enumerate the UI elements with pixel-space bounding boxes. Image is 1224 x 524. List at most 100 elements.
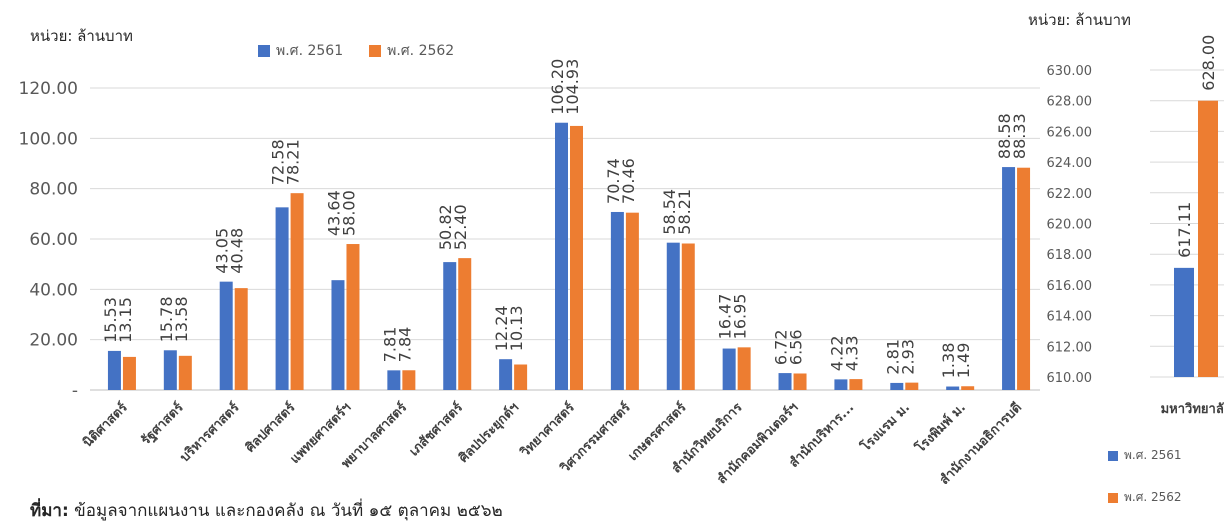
bar <box>610 211 624 390</box>
bar <box>778 373 792 390</box>
y-tick-label: 80.00 <box>29 180 78 200</box>
bar <box>107 350 121 390</box>
data-label: 58.00 <box>339 190 358 236</box>
x-tick-label: วิทยาศาสตร์ <box>517 400 578 461</box>
data-label: 628.00 <box>1199 35 1218 91</box>
y-tick-label: 626.00 <box>1047 125 1093 140</box>
data-label: 70.46 <box>619 158 638 204</box>
side-chart-svg: 610.00 612.00 614.00 616.00 618.00 620.00 622.… <box>1047 35 1224 417</box>
source-text: ข้อมูลจากแผนงาน และกองคลัง ณ วันที่ ๑๕ ต… <box>68 501 503 521</box>
data-label: 106.20 <box>548 59 567 115</box>
bar <box>122 356 136 390</box>
y-tick-label: - <box>72 381 78 401</box>
data-label: 43.05 <box>213 228 232 274</box>
data-label: 58.54 <box>660 189 679 235</box>
legend-side-label-2561: พ.ศ. 2561 <box>1124 448 1182 462</box>
bar <box>402 370 416 390</box>
data-label: 50.82 <box>436 204 455 250</box>
x-tick-label: ศิลปศาสตร์ <box>242 400 298 456</box>
legend-label-2561: พ.ศ. 2561 <box>276 43 344 59</box>
data-label: 7.81 <box>380 327 399 363</box>
bar <box>1017 167 1031 390</box>
legend-main: พ.ศ. 2561 พ.ศ. 2562 <box>258 40 454 62</box>
bar <box>234 288 248 390</box>
y-tick-label: 20.00 <box>29 331 78 351</box>
bar <box>737 347 751 390</box>
data-label: 15.53 <box>101 297 120 343</box>
y-tick-label: 614.00 <box>1047 310 1093 325</box>
unit-label-main: หน่วย: ล้านบาท <box>30 27 133 45</box>
x-tick-label: บริหารศาสตร์ <box>177 400 243 466</box>
data-label: 72.58 <box>269 139 288 185</box>
bar <box>178 355 192 390</box>
data-label: 13.58 <box>172 296 191 342</box>
data-label: 43.64 <box>324 190 343 236</box>
bar <box>834 379 848 390</box>
bar <box>1174 267 1194 377</box>
main-chart-svg: -20.0040.0060.0080.00100.00120.0015.5313… <box>19 59 1040 488</box>
bar <box>555 122 568 390</box>
legend-side-2562: พ.ศ. 2562 <box>1108 488 1182 507</box>
x-tick-label: มหาวิทยาลัย <box>1161 402 1224 417</box>
data-label: 10.13 <box>507 305 526 351</box>
bar <box>514 364 528 390</box>
data-label: 16.47 <box>716 294 735 340</box>
y-tick-label: 620.00 <box>1047 218 1093 233</box>
data-label: 1.49 <box>954 343 973 379</box>
bar <box>290 193 304 390</box>
data-label: 6.72 <box>772 329 791 365</box>
bar <box>849 379 863 390</box>
data-label: 52.40 <box>451 204 470 250</box>
legend-side-2561: พ.ศ. 2561 <box>1108 446 1182 465</box>
legend-side-swatch-2561 <box>1108 450 1118 461</box>
x-tick-label: เภสัชศาสตร์ <box>406 400 466 460</box>
bar <box>275 207 289 390</box>
bar <box>570 125 583 390</box>
y-tick-label: 618.00 <box>1047 248 1093 263</box>
y-tick-label: 40.00 <box>29 280 78 300</box>
unit-label-side: หน่วย: ล้านบาท <box>1028 11 1131 29</box>
faculty-budget-chart: หน่วย: ล้านบาท พ.ศ. 2561 พ.ศ. 2562 - 20.0… <box>19 27 1040 488</box>
x-tick-label: โรงพิมพ์ ม. <box>911 399 969 457</box>
y-tick-label: 120.00 <box>19 79 78 99</box>
bar <box>666 242 680 390</box>
bar <box>905 382 919 390</box>
y-tick-label: 628.00 <box>1047 95 1093 110</box>
bar <box>346 244 360 390</box>
data-label: 1.38 <box>939 343 958 379</box>
legend-side-label-2562: พ.ศ. 2562 <box>1124 490 1182 504</box>
bar <box>961 386 975 390</box>
bar <box>1198 100 1218 377</box>
data-label: 104.93 <box>563 59 582 115</box>
legend-label-2562: พ.ศ. 2562 <box>387 43 455 59</box>
legend-swatch-2562 <box>369 45 382 57</box>
bar <box>458 258 472 390</box>
y-tick-label: 616.00 <box>1047 279 1093 294</box>
data-label: 6.56 <box>787 329 806 365</box>
y-tick-label: 612.00 <box>1047 340 1093 355</box>
data-label: 12.24 <box>492 305 511 351</box>
data-label: 4.33 <box>842 335 861 371</box>
x-tick-label: โรงแรม ม. <box>856 399 913 456</box>
bar <box>331 280 345 390</box>
bar <box>625 212 639 390</box>
bar <box>219 281 233 390</box>
y-tick-label: 622.00 <box>1047 187 1093 202</box>
data-label: 88.33 <box>1010 113 1029 159</box>
data-label: 2.81 <box>883 339 902 375</box>
data-label: 16.95 <box>731 294 750 340</box>
data-label: 88.58 <box>995 113 1014 159</box>
data-label: 58.21 <box>675 189 694 235</box>
bar <box>681 243 695 390</box>
data-label: 2.93 <box>898 339 917 375</box>
bar <box>443 262 457 390</box>
bar <box>499 359 513 390</box>
y-tick-label: 610.00 <box>1047 371 1093 386</box>
y-tick-label: 624.00 <box>1047 156 1093 171</box>
y-tick-label: 100.00 <box>19 129 78 149</box>
data-label: 7.84 <box>395 327 414 363</box>
data-label: 40.48 <box>228 228 247 274</box>
data-label: 78.21 <box>284 139 303 185</box>
data-label: 15.78 <box>157 296 176 342</box>
bar <box>793 373 807 390</box>
